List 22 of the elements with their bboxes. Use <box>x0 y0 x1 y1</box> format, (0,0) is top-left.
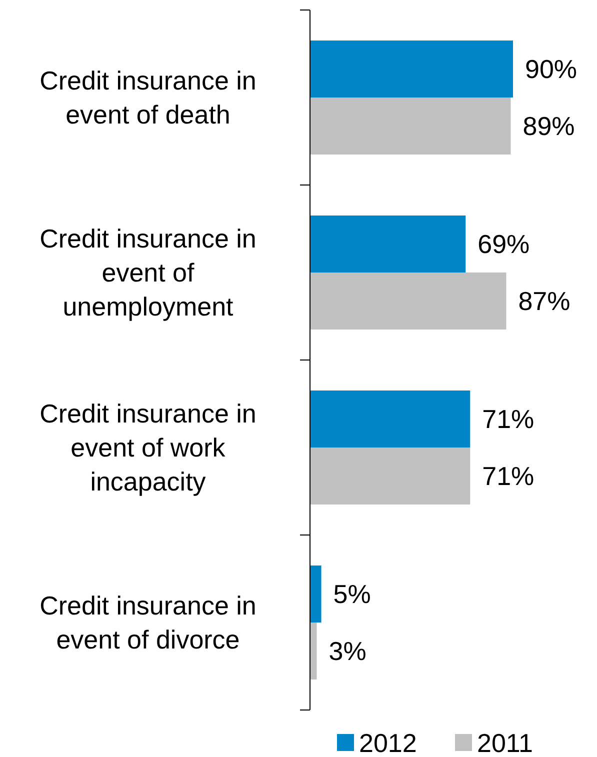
bar <box>310 622 317 680</box>
y-tick-label: Credit insurance in event of work incapacity <box>40 398 256 497</box>
data-label: 71% <box>482 404 534 434</box>
bar <box>310 566 322 622</box>
data-label: 89% <box>522 111 575 142</box>
y-tick-label: Credit insurance in event of divorce <box>40 590 256 655</box>
bar <box>310 272 506 330</box>
bar <box>310 216 466 272</box>
bar <box>310 390 470 448</box>
bar <box>310 448 470 504</box>
y-tick-label: Credit insurance in event of unemployment <box>40 224 256 322</box>
y-tick-label: Credit insurance in event of death <box>40 66 256 130</box>
data-label: 87% <box>518 286 570 316</box>
legend-label: 2011 <box>477 728 533 757</box>
data-label: 69% <box>478 229 530 260</box>
bar <box>310 40 513 98</box>
bar <box>310 98 511 154</box>
data-label: 90% <box>525 54 578 84</box>
data-label: 71% <box>482 461 534 492</box>
data-label: 3% <box>328 636 366 666</box>
data-label: 5% <box>333 579 371 610</box>
legend-label: 2012 <box>359 728 417 757</box>
